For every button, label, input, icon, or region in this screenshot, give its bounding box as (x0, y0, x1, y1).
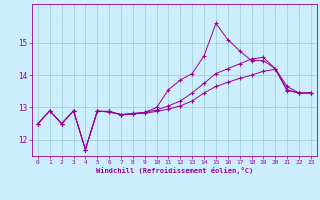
X-axis label: Windchill (Refroidissement éolien,°C): Windchill (Refroidissement éolien,°C) (96, 167, 253, 174)
